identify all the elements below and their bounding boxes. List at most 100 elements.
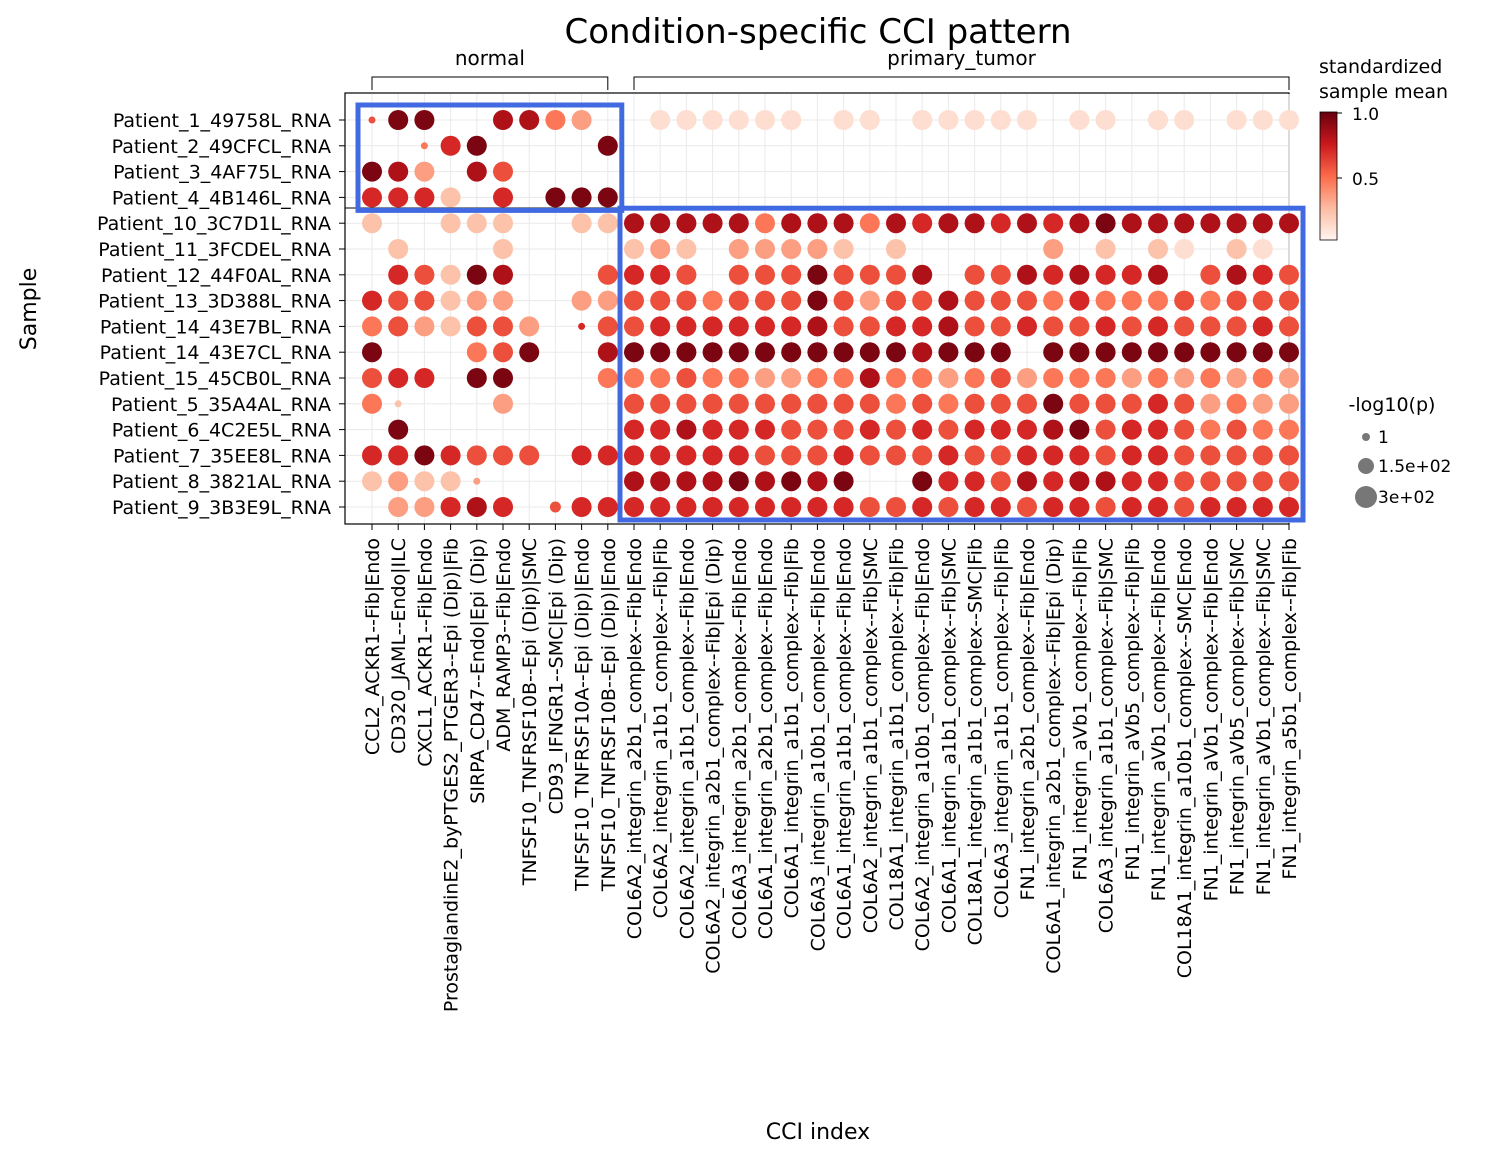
dot-r10-c4 <box>466 368 487 388</box>
dot-r15-c1 <box>388 497 409 517</box>
dot-r9-c12 <box>676 342 697 363</box>
dot-r13-c5 <box>493 445 513 466</box>
dot-r5-c30 <box>1148 239 1168 259</box>
x-tick-label-7: CD93_IFNGR1--SMC|Epi (Dip) <box>545 538 567 814</box>
dot-r15-c7 <box>549 501 561 513</box>
size-legend-marker-large <box>1355 486 1377 508</box>
dot-r13-c25 <box>1017 445 1037 466</box>
dot-r4-c28 <box>1095 213 1116 234</box>
x-tick-label-1: CD320_JAML--Endo|ILC <box>388 538 410 754</box>
dot-r6-c26 <box>1043 264 1064 285</box>
dot-r9-c23 <box>964 342 985 363</box>
dot-r15-c5 <box>493 497 513 517</box>
dot-r6-c29 <box>1121 264 1142 285</box>
y-tick-label-2: Patient_3_4AF75L_RNA <box>113 162 331 184</box>
y-tick-label-8: Patient_14_43E7BL_RNA <box>100 316 331 338</box>
dot-r10-c32 <box>1200 368 1221 388</box>
colorbar-tick-05: 0.5 <box>1352 170 1379 190</box>
dot-r5-c31 <box>1174 239 1195 259</box>
dot-r9-c21 <box>912 342 933 363</box>
y-tick-label-12: Patient_6_4C2E5L_RNA <box>112 420 331 442</box>
dot-r13-c20 <box>886 445 906 466</box>
dot-r1-c9 <box>597 135 618 156</box>
dot-r0-c8 <box>571 110 592 130</box>
x-tick-label-5: ADM_RAMP3--Fib|Endo <box>493 538 515 752</box>
x-tick-label-35: FN1_integrin_a5b1_complex--Fib|Fib <box>1279 538 1301 880</box>
dot-r6-c35 <box>1279 264 1299 285</box>
dot-r4-c29 <box>1121 213 1142 234</box>
x-tick-labels: CCL2_ACKR1--Fib|Endo CD320_JAML--Endo|ILC… <box>362 524 1301 1012</box>
dot-r13-c18 <box>833 445 854 466</box>
dot-r15-c29 <box>1121 497 1142 517</box>
dot-r8-c20 <box>886 316 906 337</box>
dot-r4-c35 <box>1279 213 1299 234</box>
dot-r0-c11 <box>650 110 671 130</box>
dot-r10-c17 <box>807 368 828 388</box>
dot-r14-c21 <box>912 471 933 492</box>
dot-r6-c17 <box>807 264 828 285</box>
x-tick-label-33: FN1_integrin_aVb5_complex--Fib|SMC <box>1227 538 1249 895</box>
x-tick-label-13: COL6A2_integrin_a2b1_complex--Fib|Epi (D… <box>703 538 725 974</box>
dot-r13-c8 <box>571 445 592 466</box>
dot-r11-c22 <box>938 393 959 414</box>
x-tick-label-15: COL6A1_integrin_a2b1_complex--Fib|Endo <box>755 538 777 939</box>
dot-r7-c9 <box>597 290 618 311</box>
dot-r15-c26 <box>1043 497 1064 517</box>
dot-r4-c27 <box>1069 213 1090 234</box>
dot-r12-c22 <box>938 419 959 440</box>
dot-r9-c31 <box>1174 342 1195 363</box>
dot-r12-c30 <box>1148 419 1168 440</box>
dot-r4-c4 <box>466 213 487 234</box>
dot-r9-c28 <box>1095 342 1116 363</box>
dot-r4-c15 <box>755 213 775 234</box>
size-legend-entry-3: 3e+02 <box>1378 488 1435 508</box>
dot-r13-c17 <box>807 445 828 466</box>
y-tick-label-4: Patient_10_3C7D1L_RNA <box>97 213 331 235</box>
dot-r11-c11 <box>650 393 671 414</box>
dot-r8-c32 <box>1200 316 1221 337</box>
dot-r15-c21 <box>912 497 933 517</box>
dot-r12-c10 <box>624 419 644 440</box>
dot-r13-c30 <box>1148 445 1168 466</box>
dot-r15-c35 <box>1279 497 1299 517</box>
dot-r7-c25 <box>1017 290 1037 311</box>
dot-r10-c28 <box>1095 368 1116 388</box>
dot-r5-c28 <box>1095 239 1116 259</box>
dot-r11-c27 <box>1069 393 1090 414</box>
dot-r8-c14 <box>728 316 749 337</box>
x-tick-label-12: COL6A2_integrin_a1b1_complex--Fib|Endo <box>676 538 698 939</box>
dot-r8-c21 <box>912 316 933 337</box>
dot-r14-c16 <box>781 471 802 492</box>
dot-r3-c1 <box>388 187 409 208</box>
dot-r3-c3 <box>440 187 461 208</box>
dot-r7-c26 <box>1043 290 1064 311</box>
dot-r9-c15 <box>755 342 775 363</box>
dot-r14-c3 <box>440 471 461 492</box>
dots-layer <box>362 110 1299 517</box>
dot-r11-c5 <box>493 393 513 414</box>
y-tick-label-13: Patient_7_35EE8L_RNA <box>113 445 331 467</box>
dot-r11-c21 <box>912 393 933 414</box>
dot-r4-c32 <box>1200 213 1221 234</box>
x-tick-label-22: COL6A1_integrin_a1b1_complex--Fib|SMC <box>938 538 960 933</box>
dot-r12-c32 <box>1200 419 1221 440</box>
dot-r4-c20 <box>886 213 906 234</box>
dot-r8-c18 <box>833 316 854 337</box>
dot-r6-c3 <box>440 264 461 285</box>
dot-r13-c33 <box>1226 445 1247 466</box>
dot-r5-c14 <box>728 239 749 259</box>
dot-r14-c29 <box>1121 471 1142 492</box>
dot-r1-c3 <box>440 135 461 156</box>
dot-r15-c8 <box>571 497 592 517</box>
colorbar-gradient <box>1319 111 1338 241</box>
dot-r12-c1 <box>388 419 409 440</box>
dot-r11-c26 <box>1043 393 1064 414</box>
dot-r7-c18 <box>833 290 854 311</box>
dot-r8-c0 <box>362 316 382 337</box>
dot-r8-c31 <box>1174 316 1195 337</box>
dot-r7-c27 <box>1069 290 1090 311</box>
dot-r14-c25 <box>1017 471 1037 492</box>
dot-r14-c13 <box>702 471 723 492</box>
dot-r11-c0 <box>362 393 382 414</box>
dot-r10-c11 <box>650 368 671 388</box>
